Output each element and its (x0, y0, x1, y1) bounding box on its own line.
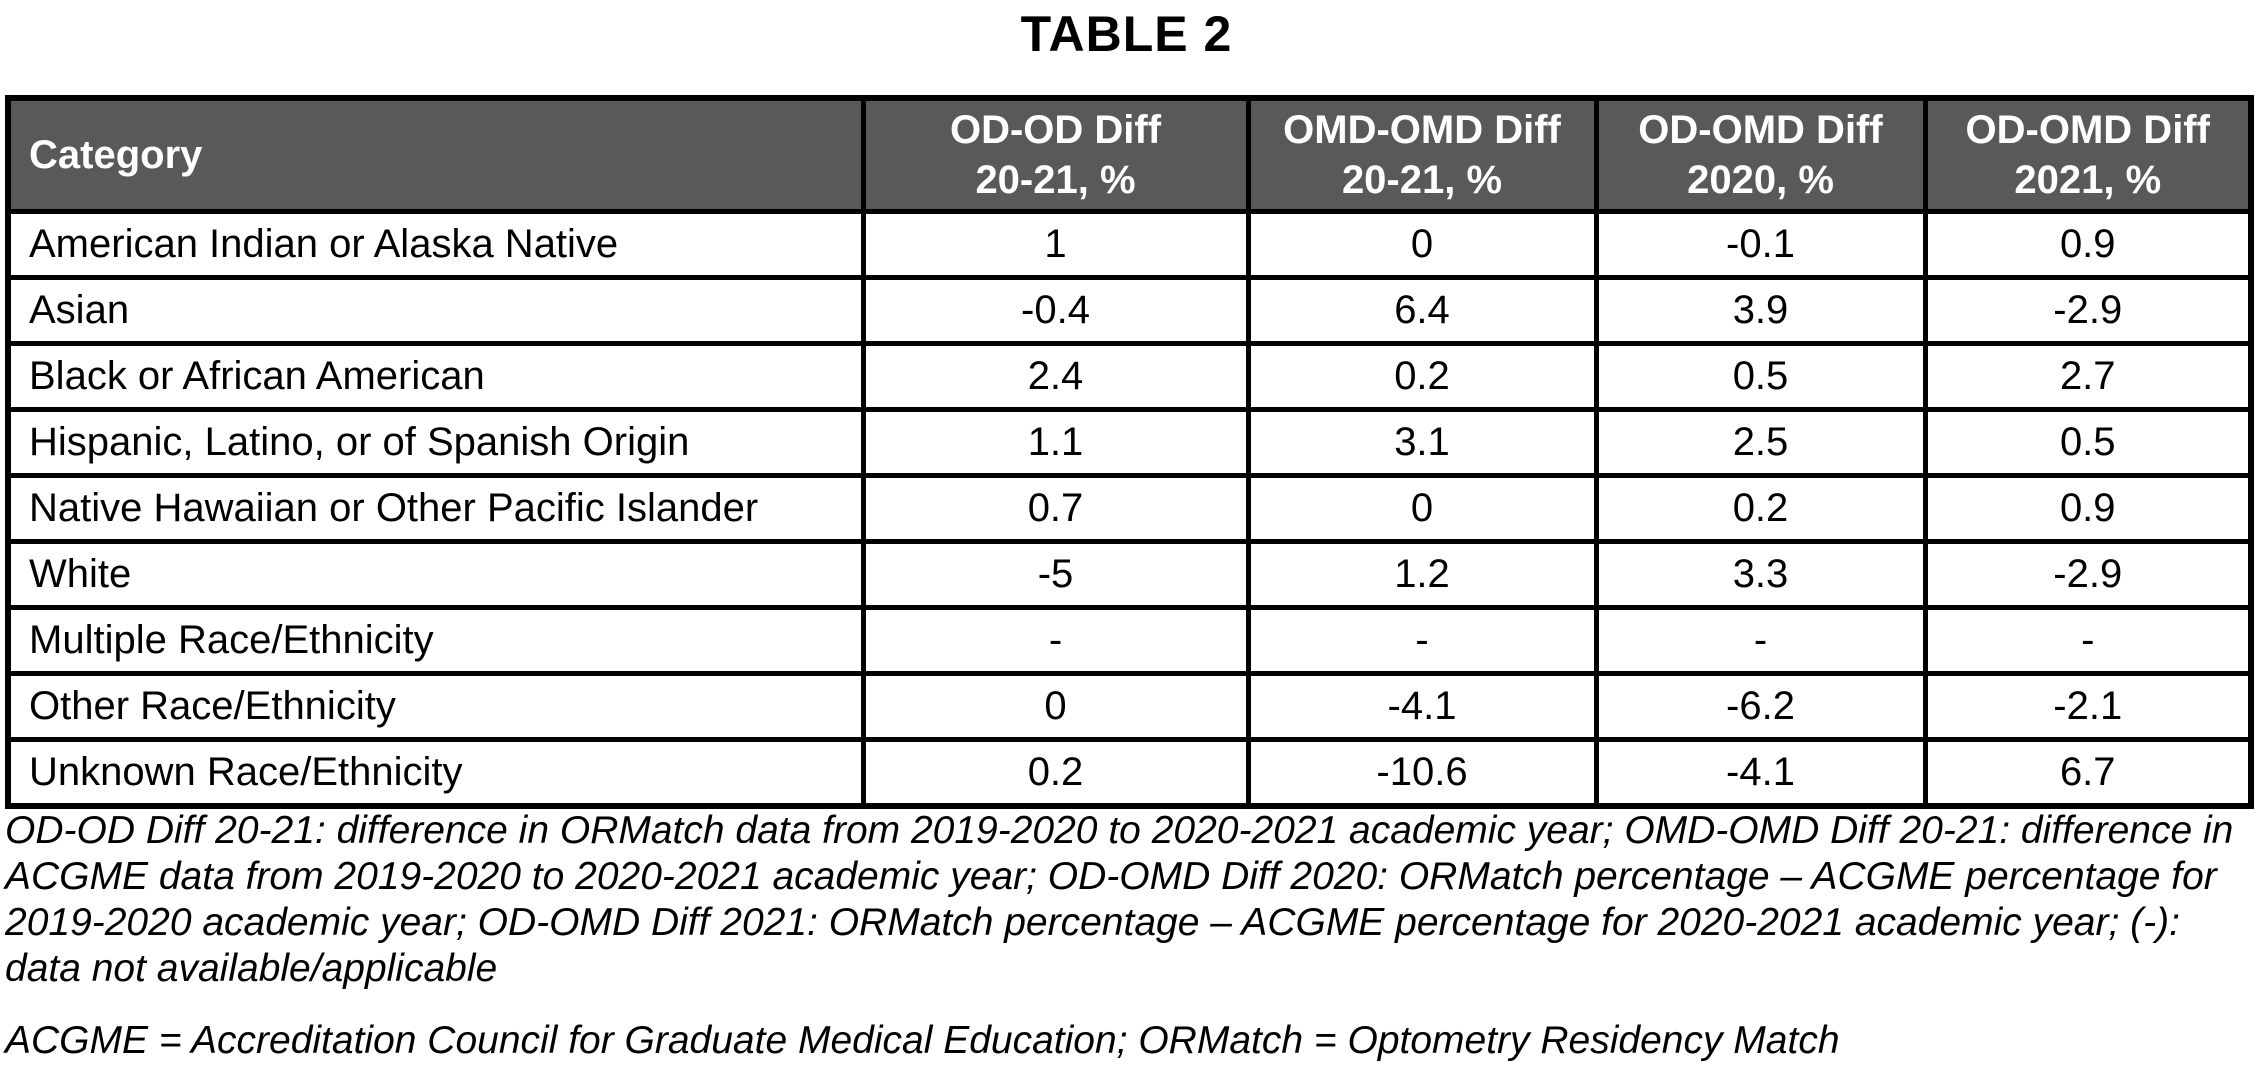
category-cell: White (5, 539, 866, 610)
header-category: Category (5, 95, 866, 214)
value-cell: 0.2 (1245, 341, 1599, 412)
value-cell: -10.6 (1245, 737, 1599, 808)
footnote-definitions: OD-OD Diff 20-21: difference in ORMatch … (5, 809, 2234, 990)
value-cell: 0 (860, 671, 1251, 742)
header-od-omd-diff-2021: OD-OMD Diff 2021, % (1922, 95, 2254, 214)
header-line2: 2020, % (1687, 158, 1834, 202)
value-cell: 0 (1245, 209, 1599, 280)
value-cell: -6.2 (1593, 671, 1928, 742)
header-line1: OMD-OMD Diff (1283, 108, 1561, 152)
value-cell: 3.9 (1593, 275, 1928, 346)
value-cell: 1.1 (860, 407, 1251, 478)
category-cell: Native Hawaiian or Other Pacific Islande… (5, 473, 866, 544)
value-cell: 2.5 (1593, 407, 1928, 478)
table-row: American Indian or Alaska Native 1 0 -0.… (5, 209, 2254, 280)
footnotes: OD-OD Diff 20-21: difference in ORMatch … (5, 808, 2256, 1064)
value-cell: 2.4 (860, 341, 1251, 412)
header-row: Category OD-OD Diff 20-21, % OMD-OMD Diff… (5, 95, 2254, 214)
category-cell: Unknown Race/Ethnicity (5, 737, 866, 808)
value-cell: 1.2 (1245, 539, 1599, 610)
header-od-omd-diff-2020: OD-OMD Diff 2020, % (1593, 95, 1928, 214)
category-cell: Other Race/Ethnicity (5, 671, 866, 742)
header-line1: OD-OMD Diff (1638, 108, 1883, 152)
value-cell: 0 (1245, 473, 1599, 544)
value-cell: -4.1 (1245, 671, 1599, 742)
header-line2: 2021, % (2014, 158, 2162, 202)
header-omd-omd-diff-20-21: OMD-OMD Diff 20-21, % (1245, 95, 1599, 214)
table-row: Multiple Race/Ethnicity - - - - (5, 605, 2254, 676)
value-cell: - (1245, 605, 1599, 676)
value-cell: - (860, 605, 1251, 676)
value-cell: -0.4 (860, 275, 1251, 346)
category-cell: Black or African American (5, 341, 866, 412)
data-table: Category OD-OD Diff 20-21, % OMD-OMD Diff… (5, 95, 2254, 809)
value-cell: -0.1 (1593, 209, 1928, 280)
table-row: White -5 1.2 3.3 -2.9 (5, 539, 2254, 610)
value-cell: -2.9 (1922, 539, 2254, 610)
category-cell: American Indian or Alaska Native (5, 209, 866, 280)
value-cell: 0.2 (1593, 473, 1928, 544)
table-row: Asian -0.4 6.4 3.9 -2.9 (5, 275, 2254, 346)
table-row: Hispanic, Latino, or of Spanish Origin 1… (5, 407, 2254, 478)
value-cell: 3.1 (1245, 407, 1599, 478)
value-cell: 0.5 (1593, 341, 1928, 412)
value-cell: - (1593, 605, 1928, 676)
category-cell: Multiple Race/Ethnicity (5, 605, 866, 676)
value-cell: 6.4 (1245, 275, 1599, 346)
value-cell: 0.9 (1922, 209, 2254, 280)
value-cell: - (1922, 605, 2254, 676)
category-cell: Hispanic, Latino, or of Spanish Origin (5, 407, 866, 478)
header-line1: OD-OMD Diff (1965, 108, 2210, 152)
value-cell: 0.9 (1922, 473, 2254, 544)
value-cell: 1 (860, 209, 1251, 280)
table-row: Other Race/Ethnicity 0 -4.1 -6.2 -2.1 (5, 671, 2254, 742)
value-cell: -2.9 (1922, 275, 2254, 346)
value-cell: 0.7 (860, 473, 1251, 544)
value-cell: -2.1 (1922, 671, 2254, 742)
header-line2: 20-21, % (1341, 158, 1503, 202)
value-cell: 3.3 (1593, 539, 1928, 610)
value-cell: 0.5 (1922, 407, 2254, 478)
header-line2: 20-21, % (975, 158, 1136, 202)
table-row: Black or African American 2.4 0.2 0.5 2.… (5, 341, 2254, 412)
value-cell: -5 (860, 539, 1251, 610)
header-line1: OD-OD Diff (949, 108, 1162, 152)
value-cell: -4.1 (1593, 737, 1928, 808)
table-title: TABLE 2 (1020, 6, 1233, 62)
footnote-abbreviations: ACGME = Accreditation Council for Gradua… (5, 1019, 1840, 1062)
value-cell: 6.7 (1922, 737, 2254, 808)
header-od-od-diff-20-21: OD-OD Diff 20-21, % (860, 95, 1251, 214)
table-row: Unknown Race/Ethnicity 0.2 -10.6 -4.1 6.… (5, 737, 2254, 808)
table-row: Native Hawaiian or Other Pacific Islande… (5, 473, 2254, 544)
category-cell: Asian (5, 275, 866, 346)
value-cell: 2.7 (1922, 341, 2254, 412)
value-cell: 0.2 (860, 737, 1251, 808)
